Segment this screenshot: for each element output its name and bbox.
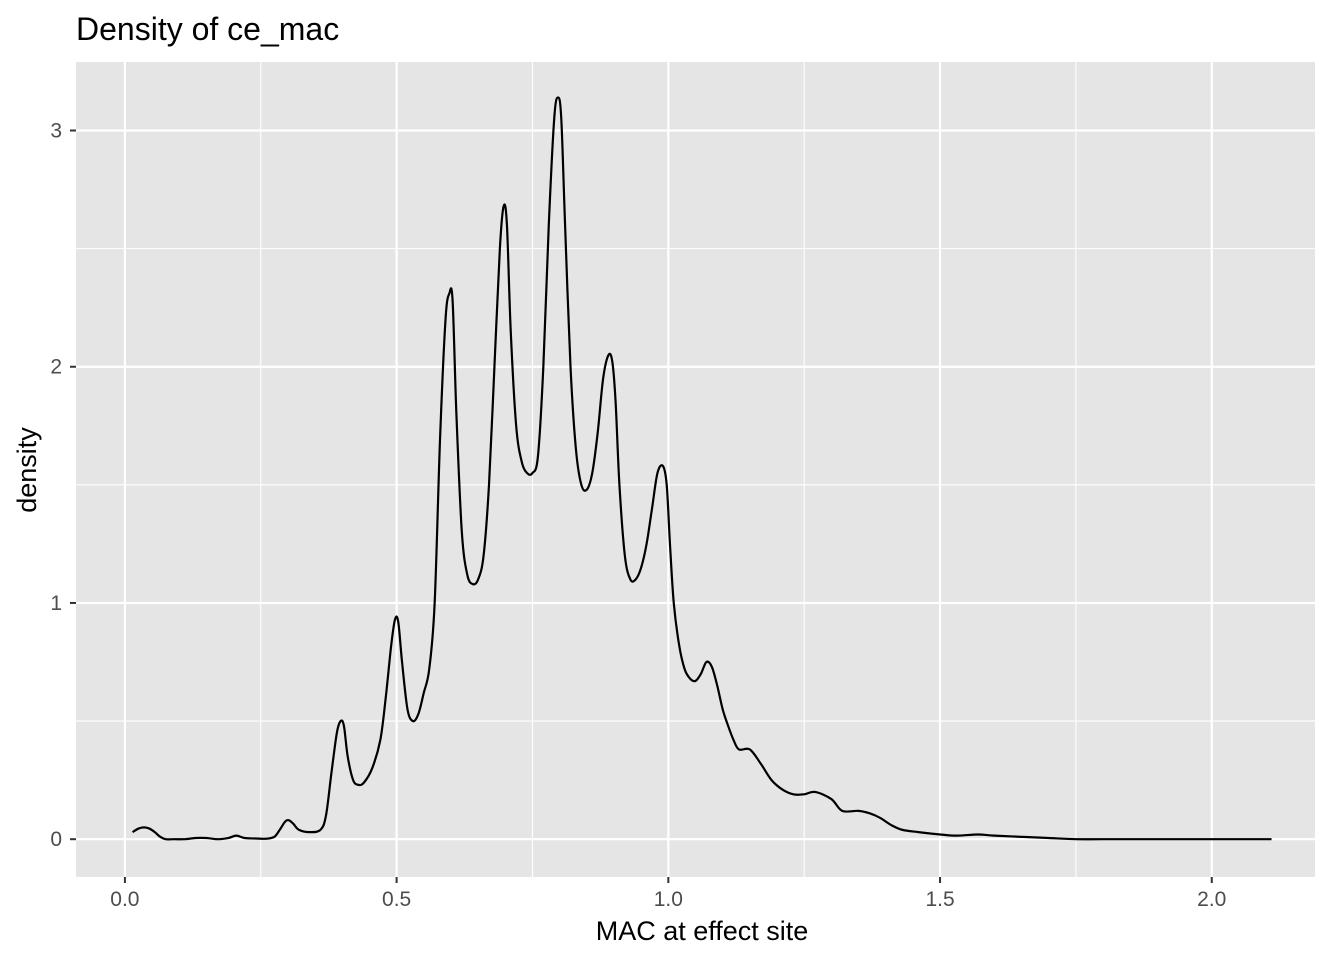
y-tick-label: 3 xyxy=(50,120,62,143)
x-axis-title: MAC at effect site xyxy=(596,916,809,946)
y-tick-label: 0 xyxy=(50,828,62,851)
x-tick-label: 1.5 xyxy=(925,888,954,911)
y-tick-label: 1 xyxy=(50,592,62,615)
chart-title: Density of ce_mac xyxy=(76,11,339,47)
y-axis-ticks: 0 1 2 3 xyxy=(50,120,76,851)
x-tick-label: 0.5 xyxy=(382,888,411,911)
minor-gridlines xyxy=(76,62,1315,877)
x-tick-label: 2.0 xyxy=(1197,888,1226,911)
y-axis-title: density xyxy=(12,427,42,513)
y-tick-label: 2 xyxy=(50,356,62,379)
density-curve xyxy=(131,96,1272,841)
x-axis-ticks: 0.0 0.5 1.0 1.5 2.0 xyxy=(110,877,1226,911)
x-tick-label: 0.0 xyxy=(110,888,139,911)
plot-panel xyxy=(76,62,1315,877)
x-tick-label: 1.0 xyxy=(654,888,683,911)
